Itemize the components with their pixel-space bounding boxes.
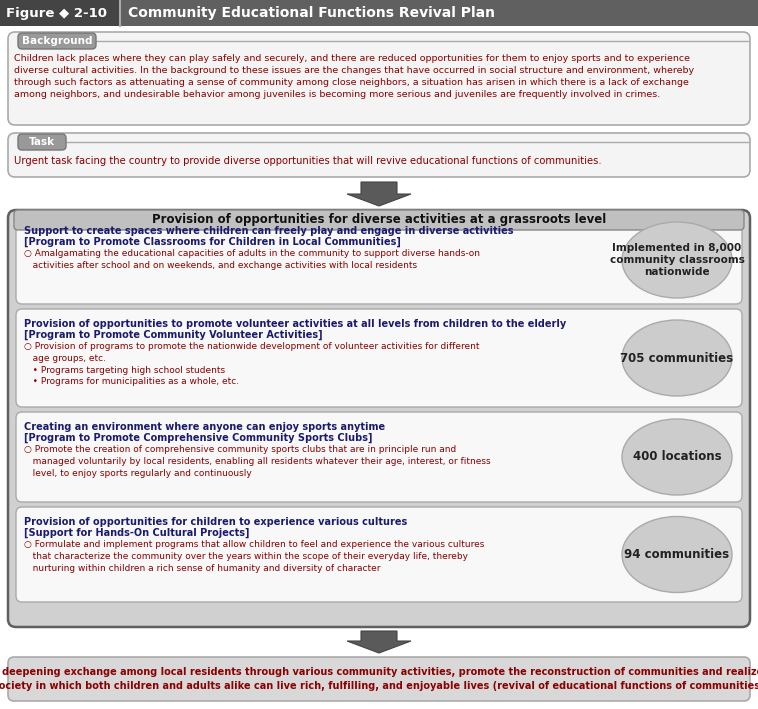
- Text: Provision of opportunities to promote volunteer activities at all levels from ch: Provision of opportunities to promote vo…: [24, 319, 566, 329]
- FancyBboxPatch shape: [18, 134, 66, 150]
- Text: Children lack places where they can play safely and securely, and there are redu: Children lack places where they can play…: [14, 54, 694, 99]
- Text: ○ Amalgamating the educational capacities of adults in the community to support : ○ Amalgamating the educational capacitie…: [24, 249, 480, 270]
- Text: ○ Provision of programs to promote the nationwide development of volunteer activ: ○ Provision of programs to promote the n…: [24, 342, 480, 386]
- Ellipse shape: [622, 419, 732, 495]
- Text: Community Educational Functions Revival Plan: Community Educational Functions Revival …: [128, 6, 495, 20]
- Text: [Program to Promote Comprehensive Community Sports Clubs]: [Program to Promote Comprehensive Commun…: [24, 433, 372, 443]
- Text: Urgent task facing the country to provide diverse opportunities that will revive: Urgent task facing the country to provid…: [14, 156, 602, 166]
- Text: ○ Formulate and implement programs that allow children to feel and experience th: ○ Formulate and implement programs that …: [24, 540, 484, 573]
- Text: Task: Task: [29, 137, 55, 147]
- Text: Provision of opportunities for diverse activities at a grassroots level: Provision of opportunities for diverse a…: [152, 213, 606, 226]
- Text: Provision of opportunities for children to experience various cultures: Provision of opportunities for children …: [24, 517, 407, 527]
- FancyBboxPatch shape: [8, 133, 750, 177]
- Text: 94 communities: 94 communities: [625, 548, 729, 561]
- FancyBboxPatch shape: [16, 309, 742, 407]
- FancyBboxPatch shape: [14, 210, 744, 230]
- Bar: [120, 0, 758, 26]
- FancyBboxPatch shape: [18, 33, 96, 49]
- Text: ○ Promote the creation of comprehensive community sports clubs that are in princ: ○ Promote the creation of comprehensive …: [24, 445, 490, 478]
- Text: By deepening exchange among local residents through various community activities: By deepening exchange among local reside…: [0, 667, 758, 691]
- Ellipse shape: [622, 516, 732, 593]
- FancyBboxPatch shape: [8, 32, 750, 125]
- FancyBboxPatch shape: [16, 216, 742, 304]
- Ellipse shape: [622, 222, 732, 298]
- Text: Figure ◆ 2-10: Figure ◆ 2-10: [6, 6, 107, 20]
- Text: Support to create spaces where children can freely play and engage in diverse ac: Support to create spaces where children …: [24, 226, 513, 236]
- Text: [Program to Promote Community Volunteer Activities]: [Program to Promote Community Volunteer …: [24, 330, 323, 340]
- FancyBboxPatch shape: [16, 412, 742, 502]
- Text: 400 locations: 400 locations: [633, 450, 722, 464]
- Text: Creating an environment where anyone can enjoy sports anytime: Creating an environment where anyone can…: [24, 422, 385, 432]
- Bar: [0, 0, 120, 26]
- Text: Background: Background: [22, 36, 92, 46]
- Text: 705 communities: 705 communities: [621, 352, 734, 364]
- FancyBboxPatch shape: [8, 657, 750, 701]
- Polygon shape: [347, 182, 411, 206]
- Text: Implemented in 8,000
community classrooms
nationwide: Implemented in 8,000 community classroom…: [609, 243, 744, 277]
- Text: [Program to Promote Classrooms for Children in Local Communities]: [Program to Promote Classrooms for Child…: [24, 237, 401, 247]
- FancyBboxPatch shape: [8, 210, 750, 627]
- Text: [Support for Hands-On Cultural Projects]: [Support for Hands-On Cultural Projects]: [24, 528, 249, 538]
- FancyBboxPatch shape: [16, 507, 742, 602]
- Polygon shape: [347, 631, 411, 653]
- Ellipse shape: [622, 320, 732, 396]
